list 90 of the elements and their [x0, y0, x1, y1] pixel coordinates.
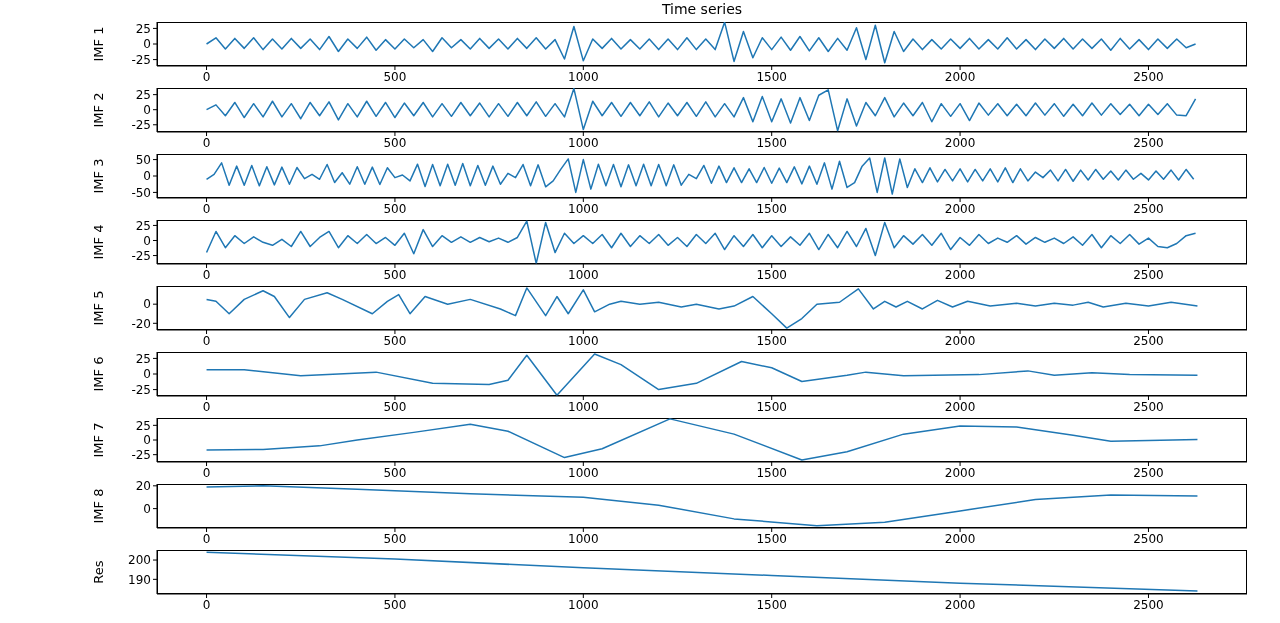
x-tick-label: 500	[383, 267, 407, 282]
x-tick-label: 500	[383, 597, 407, 612]
y-axis-title: Res	[90, 560, 106, 584]
y-tick-label: -20	[131, 316, 151, 331]
x-tick-label: 2500	[1133, 399, 1164, 414]
y-tick-label: 25	[135, 218, 151, 233]
y-tick-label: 25	[135, 87, 151, 102]
y-tick-label: -50	[131, 185, 151, 200]
x-tick-label: 2500	[1133, 69, 1164, 84]
x-tick-label: 1000	[568, 333, 599, 348]
y-tick-label: 0	[143, 433, 151, 448]
x-tick-label: 0	[202, 465, 211, 480]
y-tick-label: 25	[135, 21, 151, 36]
x-tick-label: 2500	[1133, 267, 1164, 282]
x-tick-label: 1500	[756, 465, 787, 480]
x-tick-label: 2500	[1133, 333, 1164, 348]
x-tick-label: 1500	[756, 69, 787, 84]
x-tick-label: 1000	[568, 69, 599, 84]
chart-title: Time series	[660, 1, 744, 17]
y-tick-label: 0	[143, 37, 151, 52]
x-tick-label: 1000	[568, 135, 599, 150]
x-tick-label: 1500	[756, 201, 787, 216]
x-tick-label: 500	[383, 135, 407, 150]
x-tick-label: 500	[383, 201, 407, 216]
y-tick-label: 0	[143, 102, 151, 117]
y-tick-label: -25	[131, 52, 151, 67]
x-tick-label: 0	[202, 267, 211, 282]
y-tick-label: 0	[143, 367, 151, 382]
x-tick-label: 1500	[756, 531, 787, 546]
line-series	[205, 551, 1199, 592]
y-axis-title: IMF 7	[90, 422, 106, 458]
x-tick-label: 500	[383, 465, 407, 480]
x-tick-label: 1500	[756, 333, 787, 348]
x-tick-label: 2000	[944, 201, 976, 216]
y-axis-title: IMF 1	[90, 26, 106, 62]
x-tick-label: 0	[202, 399, 211, 414]
y-axis-title: IMF 3	[90, 158, 106, 194]
x-tick-label: 500	[383, 531, 407, 546]
x-tick-label: 1500	[756, 399, 787, 414]
y-tick-label: -25	[131, 118, 151, 133]
x-tick-label: 500	[383, 333, 407, 348]
y-axis-title: IMF 5	[90, 290, 106, 326]
x-tick-label: 0	[202, 135, 211, 150]
x-tick-label: 1000	[568, 201, 599, 216]
x-tick-label: 2500	[1133, 135, 1164, 150]
x-tick-label: 2000	[944, 531, 976, 546]
x-tick-label: 2500	[1133, 465, 1164, 480]
line-series	[205, 157, 1195, 195]
x-tick-label: 0	[202, 597, 211, 612]
y-axis-title: IMF 2	[90, 92, 106, 128]
y-tick-label: -25	[131, 248, 151, 263]
x-tick-label: 0	[202, 333, 211, 348]
x-tick-label: 0	[202, 201, 211, 216]
y-tick-label: 0	[143, 169, 151, 184]
x-tick-label: 1500	[756, 267, 787, 282]
y-tick-label: 25	[135, 418, 151, 433]
x-tick-label: 1000	[568, 531, 599, 546]
x-tick-label: 1000	[568, 597, 599, 612]
x-tick-label: 1000	[568, 267, 599, 282]
x-tick-label: 0	[202, 69, 211, 84]
x-tick-label: 0	[202, 531, 211, 546]
x-tick-label: 2000	[944, 597, 976, 612]
y-axis-title: IMF 4	[90, 224, 106, 260]
x-tick-label: 2000	[944, 333, 976, 348]
y-tick-label: 0	[143, 233, 151, 248]
x-tick-label: 500	[383, 69, 407, 84]
y-tick-label: 20	[135, 479, 151, 494]
x-tick-label: 2000	[944, 465, 976, 480]
x-tick-label: 1000	[568, 465, 599, 480]
x-tick-label: 1000	[568, 399, 599, 414]
x-tick-label: 2500	[1133, 597, 1164, 612]
y-tick-label: 190	[128, 572, 151, 587]
y-tick-label: 50	[135, 152, 151, 167]
y-tick-label: -25	[131, 447, 151, 462]
y-tick-label: -25	[131, 382, 151, 397]
x-tick-label: 2500	[1133, 201, 1164, 216]
y-tick-label: 25	[135, 351, 151, 366]
x-tick-label: 500	[383, 399, 407, 414]
x-tick-label: 1500	[756, 597, 787, 612]
x-tick-label: 2000	[944, 399, 976, 414]
x-tick-label: 1500	[756, 135, 787, 150]
y-tick-label: 0	[143, 297, 151, 312]
x-tick-label: 2000	[944, 69, 976, 84]
x-tick-label: 2000	[944, 267, 976, 282]
x-tick-label: 2000	[944, 135, 976, 150]
y-tick-label: 0	[143, 501, 151, 516]
x-tick-label: 2500	[1133, 531, 1164, 546]
y-axis-title: IMF 6	[90, 356, 106, 392]
y-tick-label: 200	[128, 553, 151, 568]
y-axis-title: IMF 8	[90, 488, 106, 524]
